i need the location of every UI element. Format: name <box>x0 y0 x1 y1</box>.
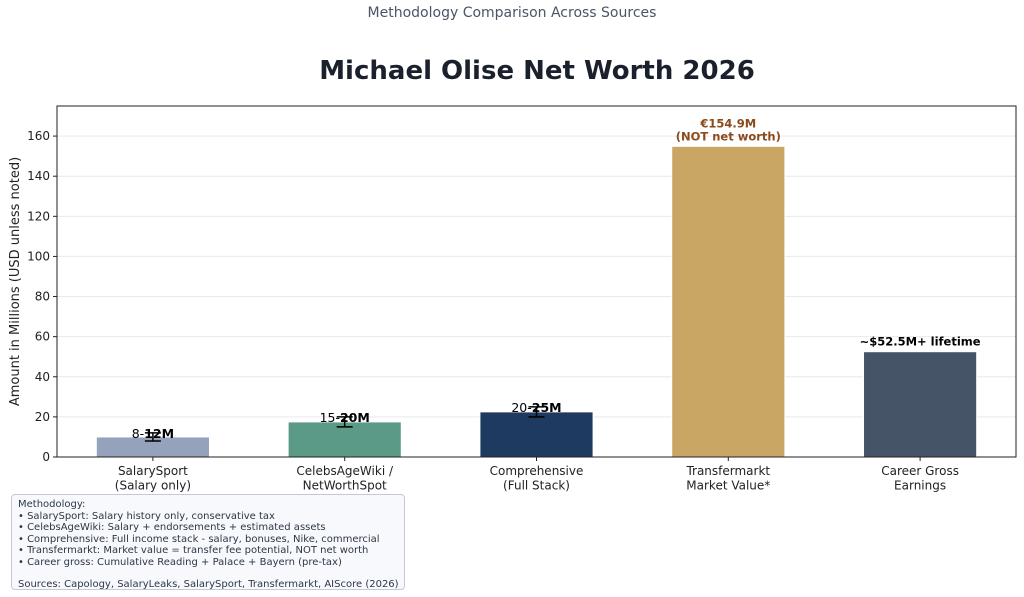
y-tick-label: 40 <box>35 370 50 384</box>
x-tick-label: Comprehensive <box>490 464 584 478</box>
bar-4 <box>671 145 786 458</box>
methodology-heading: Methodology: <box>18 499 86 510</box>
y-tick-label: 160 <box>27 129 50 143</box>
methodology-box: Methodology: • SalarySport: Salary histo… <box>11 494 405 590</box>
x-tick-label: Earnings <box>894 479 946 493</box>
x-tick-label: SalarySport <box>118 464 188 478</box>
methodology-item: • Career gross: Cumulative Reading + Pal… <box>18 556 342 568</box>
chart-supertitle: Methodology Comparison Across Sources <box>367 5 657 21</box>
data-label: ~$52.5M+ lifetime <box>860 335 981 349</box>
x-tick-label: Market Value* <box>686 479 770 493</box>
x-tick-label: NetWorthSpot <box>303 479 387 493</box>
data-label: 20-25M <box>511 400 561 415</box>
methodology-item: • Transfermarkt: Market value = transfer… <box>18 545 369 557</box>
x-tick-label: Career Gross <box>881 464 959 478</box>
methodology-item: • Comprehensive: Full income stack - sal… <box>18 533 380 545</box>
bar-3 <box>479 411 594 458</box>
y-tick-label: 100 <box>27 249 50 263</box>
y-tick-label: 60 <box>35 330 50 344</box>
data-label: 15-20M <box>320 410 370 425</box>
bar-5 <box>863 351 978 458</box>
data-label: 8-12M <box>132 426 174 441</box>
x-tick-label: Transfermarkt <box>685 464 770 478</box>
chart-title: Michael Olise Net Worth 2026 <box>319 56 755 86</box>
data-label: €154.9M <box>699 116 756 130</box>
y-tick-label: 120 <box>27 209 50 223</box>
methodology-item: • SalarySport: Salary history only, cons… <box>18 510 275 522</box>
x-tick-label: CelebsAgeWiki / <box>296 464 394 478</box>
y-tick-label: 0 <box>42 450 50 464</box>
x-tick-label: (Salary only) <box>115 479 191 493</box>
y-tick-label: 80 <box>35 290 50 304</box>
methodology-sources: Sources: Capology, SalaryLeaks, SalarySp… <box>18 578 399 590</box>
methodology-item: • CelebsAgeWiki: Salary + endorsements +… <box>18 522 326 534</box>
y-tick-label: 140 <box>27 169 50 183</box>
y-tick-label: 20 <box>35 410 50 424</box>
data-label: (NOT net worth) <box>676 129 781 143</box>
y-axis-label: Amount in Millions (USD unless noted) <box>8 157 23 406</box>
x-tick-label: (Full Stack) <box>503 479 570 493</box>
bar-2 <box>287 421 402 458</box>
